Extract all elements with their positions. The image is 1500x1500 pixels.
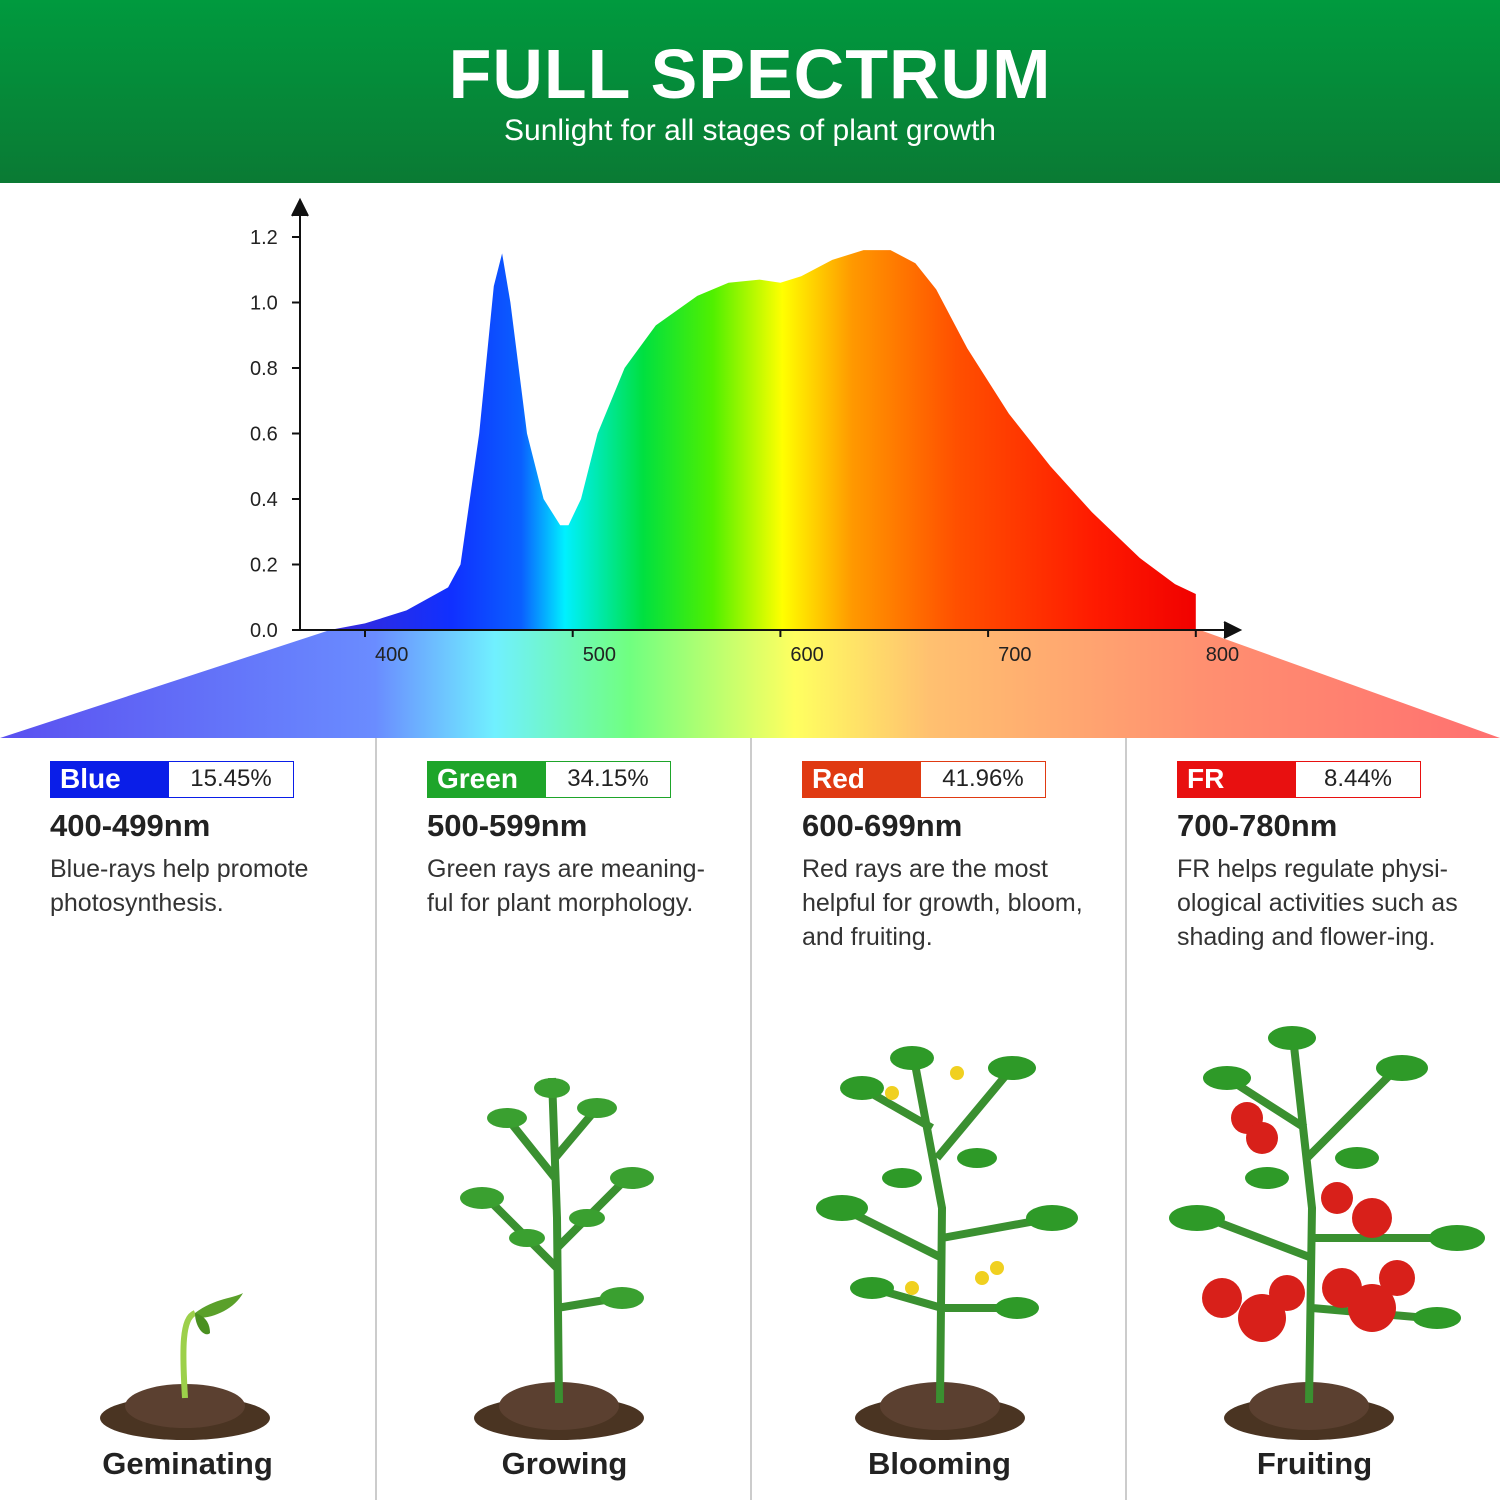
- fruiting-plant-illustration: [1169, 1026, 1485, 1440]
- band-column-fr: FR 8.44% 700-780nm FR helps regulate phy…: [1125, 738, 1500, 1500]
- growth-stage-label: Geminating: [102, 1446, 273, 1481]
- y-tick-label: 0.2: [250, 555, 278, 577]
- seedling-illustration: [100, 1293, 270, 1440]
- x-tick-label: 500: [583, 644, 616, 666]
- band-description: FR helps regulate physi-ological activit…: [1177, 855, 1458, 951]
- band-percent: 15.45%: [190, 765, 272, 792]
- x-tick-label: 400: [375, 644, 408, 666]
- header-banner: FULL SPECTRUM Sunlight for all stages of…: [0, 0, 1500, 183]
- blooming-plant-illustration: [816, 1046, 1078, 1440]
- growth-stage-label: Fruiting: [1256, 1446, 1373, 1481]
- plant-illustration: [752, 1008, 1127, 1453]
- band-column-blue: Blue 15.45% 400-499nm Blue-rays help pro…: [0, 738, 375, 1500]
- plant-illustration: [377, 1008, 752, 1453]
- band-name: Red: [803, 762, 921, 797]
- growth-stage-label: Growing: [501, 1446, 628, 1481]
- band-range: 400-499nm: [50, 808, 211, 843]
- spectrum-curve-area: [329, 250, 1196, 630]
- band-column-green: Green 34.15% 500-599nm Green rays are me…: [375, 738, 750, 1500]
- band-name: Blue: [51, 762, 169, 797]
- band-badge: Green 34.15%: [427, 761, 671, 798]
- plant-illustration: [1127, 1008, 1500, 1453]
- x-axis-arrow: [1223, 621, 1243, 639]
- growth-stage-label: Blooming: [868, 1446, 1011, 1481]
- y-tick-label: 0.6: [250, 424, 278, 446]
- band-description: Green rays are meaning-ful for plant mor…: [427, 855, 705, 917]
- band-badge: Red 41.96%: [802, 761, 1046, 798]
- band-name: FR: [1178, 762, 1296, 797]
- spectrum-chart: 400 500 600 700 800 0.0 0.2 0.4 0.6 0.8 1.0 1.2: [0, 197, 1500, 738]
- band-range: 500-599nm: [427, 808, 588, 843]
- y-tick-label: 0.0: [250, 620, 278, 642]
- band-percent: 34.15%: [567, 765, 649, 792]
- y-tick-label: 0.4: [250, 489, 278, 511]
- x-tick-label: 600: [790, 644, 823, 666]
- plant-illustration: [0, 1008, 375, 1453]
- y-tick-label: 1.2: [250, 227, 278, 249]
- band-range: 600-699nm: [802, 808, 963, 843]
- x-tick-label: 800: [1206, 644, 1239, 666]
- y-axis-arrow: [291, 197, 309, 217]
- page-title: FULL SPECTRUM: [448, 35, 1052, 113]
- band-badge: FR 8.44%: [1177, 761, 1421, 798]
- spectrum-spread-band: [0, 630, 1500, 738]
- growing-plant-illustration: [460, 1077, 654, 1440]
- band-description: Red rays are the most helpful for growth…: [802, 855, 1083, 951]
- band-badge: Blue 15.45%: [50, 761, 294, 798]
- band-description: Blue-rays help promote photosynthesis.: [50, 855, 309, 917]
- band-range: 700-780nm: [1177, 808, 1338, 843]
- band-percent: 8.44%: [1323, 765, 1393, 792]
- band-percent: 41.96%: [942, 765, 1024, 792]
- y-tick-label: 0.8: [250, 358, 278, 380]
- page-subtitle: Sunlight for all stages of plant growth: [504, 114, 996, 147]
- y-tick-label: 1.0: [250, 293, 278, 315]
- band-column-red: Red 41.96% 600-699nm Red rays are the mo…: [750, 738, 1125, 1500]
- x-tick-label: 700: [998, 644, 1031, 666]
- band-name: Green: [428, 762, 546, 797]
